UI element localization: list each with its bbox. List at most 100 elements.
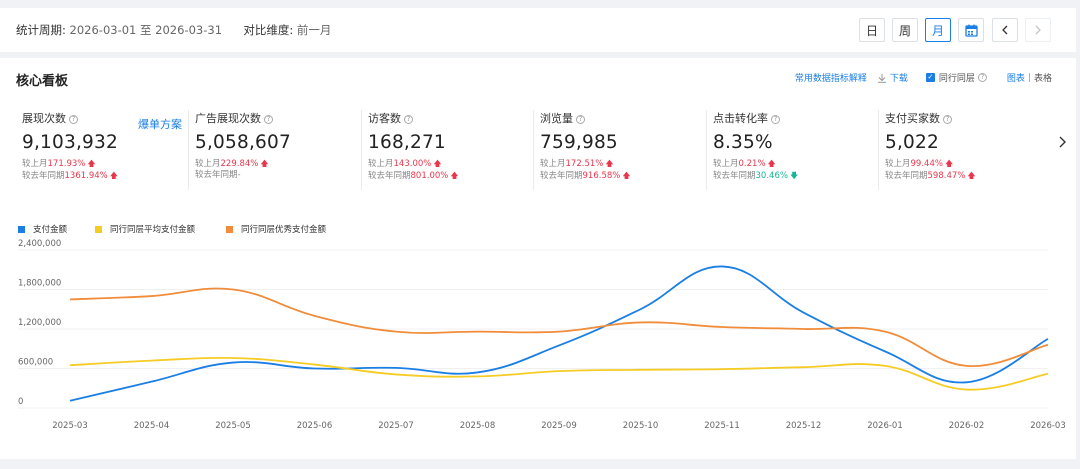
cmp-label: 较上月 [540,159,566,169]
cmp-value: 171.93% [47,159,86,169]
cmp-value: 0.21% [738,159,766,169]
metric-card[interactable]: 广告展现次数? 5,058,607 较上月229.84% 🡅 较去年同期- [188,110,360,190]
day-button[interactable]: 日 [859,18,885,42]
peer-layer-toggle[interactable]: ✓ 同行同层 ? [925,71,987,84]
core-dashboard: 核心看板 常用数据指标解释 下载 ✓ 同行同层 ? 图表 | 表格 展现次数? … [0,58,1076,459]
metric-value: 8.35% [713,132,773,153]
cmp-value: 801.00% [410,171,449,181]
arrow-up-icon: 🡅 [109,171,118,180]
metric-value: 759,985 [540,132,618,153]
legend-item[interactable]: 同行同层平均支付金额 [95,223,195,235]
cmp-value: 172.51% [565,159,604,169]
legend-label: 支付金额 [33,225,68,235]
metric-card[interactable]: 展现次数? 9,103,932 较上月171.93% 🡅 较去年同期1361.94… [16,110,188,190]
x-tick-label: 2025-11 [704,421,740,431]
metric-card[interactable]: 点击转化率? 8.35% 较上月0.21% 🡅 较去年同期30.46% 🡇 [706,110,878,190]
period-info: 统计周期: 2026-03-01 至 2026-03-31 对比维度: 前一月 [16,22,331,38]
metric-value: 9,103,932 [22,132,118,153]
week-button[interactable]: 周 [892,18,918,42]
help-icon: ? [977,73,987,82]
next-metrics-button[interactable] [1058,133,1066,152]
cmp-label: 较去年同期 [368,171,411,181]
cmp-label: 较去年同期 [22,171,65,181]
peer-layer-label: 同行同层 [938,74,975,84]
period-value[interactable]: 2026-03-01 至 2026-03-31 [69,23,223,37]
y-tick-label: 600,000 [18,358,53,368]
series-line-0 [69,265,1049,402]
help-icon: ? [943,115,952,124]
legend-swatch [226,225,233,233]
compare-value[interactable]: 前一月 [296,23,332,37]
cmp-label: 较上月 [195,159,221,169]
arrow-up-icon: 🡅 [87,159,96,168]
arrow-down-icon: 🡇 [789,171,799,180]
arrow-up-icon: 🡅 [260,159,269,168]
chevron-right-icon [1059,136,1066,148]
x-tick-label: 2025-12 [786,421,822,431]
x-tick-label: 2025-07 [378,421,414,431]
cmp-label: 较去年同期 [195,170,238,180]
cmp-value: - [237,170,241,180]
metric-card[interactable]: 访客数? 168,271 较上月143.00% 🡅 较去年同期801.00% 🡅 [361,110,533,190]
cmp-label: 较去年同期 [540,171,583,181]
checkbox-checked-icon: ✓ [925,73,935,82]
calendar-button[interactable] [958,18,984,42]
download-button[interactable]: 下载 [877,71,908,84]
legend-swatch [95,225,102,233]
next-period-button[interactable] [1025,18,1051,42]
metric-label: 展现次数 [22,112,66,125]
y-tick-label: 0 [18,397,23,407]
x-tick-label: 2025-09 [541,421,577,431]
x-tick-label: 2025-08 [460,421,496,431]
legend-item[interactable]: 同行同层优秀支付金额 [226,223,326,235]
cmp-label: 较去年同期 [713,171,756,181]
help-icon: ? [576,115,585,124]
view-table-toggle[interactable]: 表格 [1033,74,1052,84]
legend-label: 同行同层优秀支付金额 [241,225,327,235]
view-chart-toggle[interactable]: 图表 [1006,74,1025,84]
metric-label: 访客数 [368,112,401,125]
x-tick-label: 2026-02 [949,421,985,431]
dashboard-title: 核心看板 [16,74,69,89]
cmp-value: 916.58% [582,171,621,181]
prev-period-button[interactable] [992,18,1018,42]
y-tick-label: 1,800,000 [18,279,61,289]
cmp-label: 较上月 [885,159,911,169]
legend-label: 同行同层平均支付金额 [110,225,196,235]
dashboard-toolbar: 常用数据指标解释 下载 ✓ 同行同层 ? 图表 | 表格 [794,71,1052,85]
x-tick-label: 2026-01 [867,421,903,431]
metric-value: 5,058,607 [195,132,291,153]
filter-bar: 统计周期: 2026-03-01 至 2026-03-31 对比维度: 前一月 … [0,8,1076,52]
arrow-up-icon: 🡅 [944,159,954,168]
x-tick-label: 2025-10 [623,421,659,431]
arrow-up-icon: 🡅 [450,171,459,180]
chevron-right-icon [1035,25,1041,35]
cmp-value: 598.47% [927,171,966,181]
metric-label: 广告展现次数 [195,112,261,125]
month-button[interactable]: 月 [925,18,951,42]
arrow-up-icon: 🡅 [767,159,776,168]
series-line-1 [69,356,1049,391]
cmp-value: 143.00% [393,159,432,169]
cmp-label: 较上月 [713,159,739,169]
payment-trend-chart[interactable]: 0 600,000 1,200,000 1,800,000 2,400,000 2025-… [0,58,1076,459]
arrow-up-icon: 🡅 [605,159,614,168]
metric-card[interactable]: 支付买家数? 5,022 较上月99.44% 🡅 较去年同期598.47% 🡅 [878,110,1050,190]
help-icon: ? [771,115,780,124]
legend-item[interactable]: 支付金额 [18,223,67,235]
metric-card[interactable]: 浏览量? 759,985 较上月172.51% 🡅 较去年同期916.58% 🡅 [533,110,705,190]
arrow-up-icon: 🡅 [967,171,976,180]
x-tick-label: 2025-04 [134,421,170,431]
series-line-2 [69,287,1049,367]
common-metrics-link[interactable]: 常用数据指标解释 [794,74,867,84]
y-tick-label: 1,200,000 [18,318,61,328]
legend-swatch [18,225,25,233]
compare-label: 对比维度: [243,23,294,37]
period-label: 统计周期: [16,23,66,37]
help-icon: ? [69,115,78,124]
metric-label: 支付买家数 [885,112,940,125]
cmp-value: 99.44% [910,159,943,169]
x-tick-label: 2025-06 [297,421,333,431]
x-tick-label: 2025-03 [52,421,88,431]
plan-link[interactable]: 爆单方案 [138,118,182,131]
